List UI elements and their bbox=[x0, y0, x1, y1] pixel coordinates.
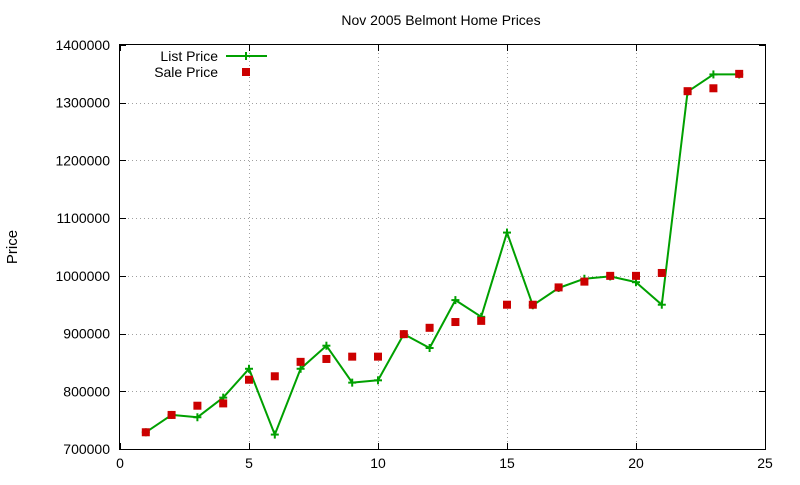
sale-price-point bbox=[141, 428, 150, 437]
y-tick-label: 1000000 bbox=[55, 268, 110, 284]
y-tick-label: 1300000 bbox=[55, 95, 110, 111]
list-price-point bbox=[245, 364, 253, 373]
list-price-line bbox=[145, 73, 740, 436]
sale-price-point bbox=[477, 316, 486, 325]
list-price-point bbox=[425, 344, 434, 352]
y-axis-label: Price bbox=[4, 230, 21, 264]
list-price-point bbox=[451, 296, 460, 305]
y-tick-label: 1200000 bbox=[55, 152, 110, 168]
legend-swatch-sale-price bbox=[242, 68, 250, 76]
list-price-point bbox=[193, 413, 202, 422]
y-tick-label: 1400000 bbox=[55, 37, 110, 53]
sale-price-point bbox=[193, 401, 202, 410]
legend: List Price Sale Price bbox=[154, 48, 267, 80]
list-price-point bbox=[270, 430, 279, 439]
sale-price-point bbox=[735, 69, 744, 78]
list-price-point bbox=[503, 228, 511, 237]
sale-price-point bbox=[683, 87, 692, 96]
legend-marker-sale-price bbox=[242, 68, 250, 76]
sale-price-point bbox=[270, 372, 279, 381]
list-price-point bbox=[322, 341, 331, 350]
sale-price-point bbox=[451, 318, 460, 327]
x-tick-label: 5 bbox=[245, 455, 253, 471]
sale-price-point bbox=[374, 352, 382, 361]
series-layer bbox=[141, 69, 744, 439]
sale-price-point bbox=[348, 352, 357, 361]
list-price-point bbox=[374, 376, 382, 385]
x-tick-label: 20 bbox=[628, 455, 644, 471]
sale-price-point bbox=[657, 268, 666, 277]
sale-price-point bbox=[167, 410, 176, 419]
sale-price-point bbox=[632, 271, 640, 280]
list-price-point bbox=[657, 300, 666, 309]
list-price-point bbox=[296, 364, 305, 373]
legend-marker-list-price bbox=[242, 52, 250, 60]
x-tick-label: 25 bbox=[757, 455, 773, 471]
legend-swatch-list-price bbox=[226, 52, 267, 60]
legend-label-list-price: List Price bbox=[160, 48, 218, 64]
sale-price-point bbox=[219, 399, 228, 408]
sale-price-point bbox=[554, 283, 563, 292]
list-price-point bbox=[348, 378, 357, 387]
sale-price-point bbox=[580, 277, 589, 286]
list-price-point bbox=[709, 70, 718, 79]
x-tick-label: 15 bbox=[499, 455, 515, 471]
tick-layer: 0 5 10 15 20 25 700000 800000 900000 1000000 11000… bbox=[55, 37, 773, 471]
y-tick-label: 700000 bbox=[63, 441, 110, 457]
legend-label-sale-price: Sale Price bbox=[154, 64, 218, 80]
sale-price-point bbox=[425, 323, 434, 332]
plot-frame bbox=[119, 44, 766, 450]
sale-price-point bbox=[606, 271, 615, 280]
sale-price-point bbox=[503, 300, 511, 309]
sale-price-point bbox=[399, 330, 408, 339]
y-tick-label: 1100000 bbox=[57, 210, 111, 226]
sale-price-point bbox=[709, 84, 718, 93]
chart-title: Nov 2005 Belmont Home Prices bbox=[341, 12, 540, 28]
sale-price-point bbox=[528, 300, 537, 309]
y-tick-label: 900000 bbox=[63, 326, 110, 342]
x-tick-label: 10 bbox=[370, 455, 386, 471]
sale-price-point bbox=[322, 354, 331, 363]
y-tick-label: 800000 bbox=[63, 383, 110, 399]
sale-price-point bbox=[245, 375, 253, 384]
sale-price-point bbox=[296, 357, 305, 366]
x-tick-label: 0 bbox=[116, 455, 124, 471]
